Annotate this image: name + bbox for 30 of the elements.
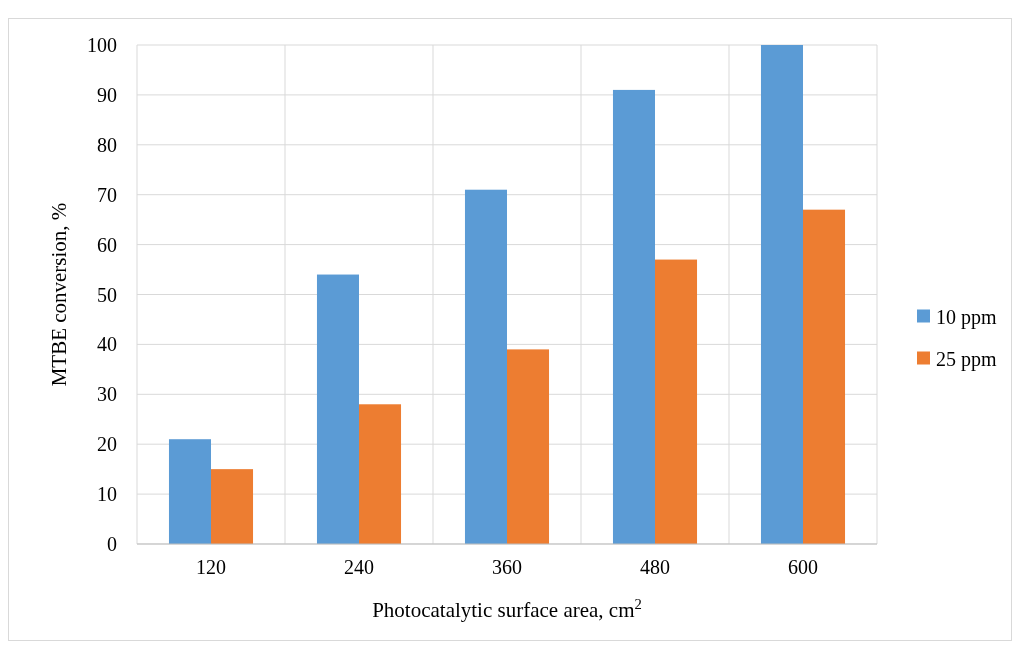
x-tick-label: 360 [492, 556, 522, 578]
bar [168, 439, 211, 544]
y-tick-label: 10 [97, 483, 117, 506]
x-tick-label: 480 [640, 556, 670, 578]
y-tick-label: 100 [87, 34, 117, 56]
bar [359, 404, 402, 544]
y-tick-label: 80 [97, 133, 117, 156]
y-tick-label: 60 [97, 233, 117, 256]
y-tick-label: 0 [107, 533, 117, 555]
y-axis-title: MTBE conversion, % [47, 202, 71, 387]
bar [211, 469, 254, 544]
y-tick-label: 40 [97, 333, 117, 356]
legend-label: 25 ppm [936, 347, 997, 371]
bar [612, 89, 655, 544]
y-tick-label: 20 [97, 433, 117, 456]
x-tick-label: 240 [344, 556, 374, 578]
y-tick-label: 30 [97, 383, 117, 406]
y-tick-label: 50 [97, 283, 117, 306]
y-tick-label: 90 [97, 83, 117, 106]
legend-label: 10 ppm [936, 305, 997, 329]
bar [760, 45, 803, 544]
x-tick-label: 600 [788, 556, 818, 578]
bar [655, 259, 698, 544]
bar [464, 189, 507, 544]
bar [803, 209, 846, 544]
x-tick-label: 120 [196, 556, 226, 578]
bar [507, 349, 550, 544]
y-tick-label: 70 [97, 183, 117, 206]
x-axis-title: Photocatalytic surface area, cm$^{2}$ [372, 596, 642, 622]
bar [316, 274, 359, 544]
